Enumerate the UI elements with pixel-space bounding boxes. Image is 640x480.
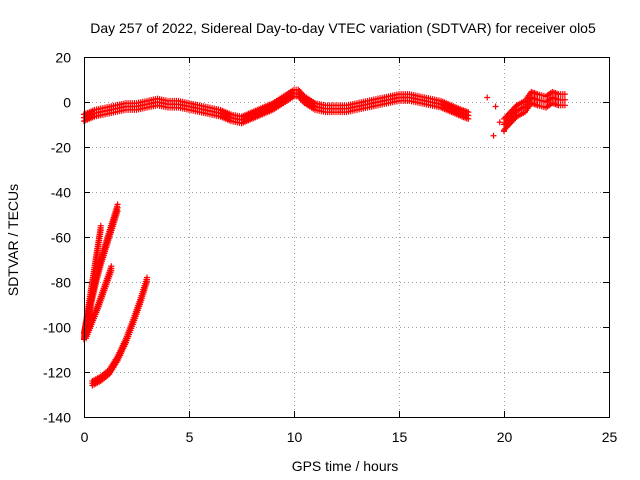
- y-tick-label: -80: [51, 275, 71, 291]
- data-point: [300, 92, 307, 99]
- data-point: [484, 94, 491, 101]
- data-point: [144, 274, 150, 281]
- data-point: [561, 102, 568, 109]
- data-point: [492, 103, 499, 110]
- x-tick-label: 10: [287, 429, 303, 445]
- x-tick-label: 25: [602, 429, 618, 445]
- data-points: [81, 86, 568, 389]
- data-point: [465, 109, 472, 116]
- x-tick-label: 5: [186, 429, 194, 445]
- data-point: [501, 128, 507, 135]
- y-tick-label: -140: [43, 410, 71, 426]
- data-point: [496, 119, 503, 126]
- y-tick-label: -40: [51, 185, 71, 201]
- x-tick-label: 0: [81, 429, 89, 445]
- data-point: [561, 91, 568, 98]
- y-tick-label: 0: [63, 95, 71, 111]
- y-tick-label: -120: [43, 365, 71, 381]
- y-tick-label: -100: [43, 320, 71, 336]
- data-point: [561, 96, 568, 103]
- y-tick-label: 20: [55, 50, 71, 66]
- y-axis-label: SDTVAR / TECUs: [5, 184, 21, 296]
- data-point: [97, 222, 104, 229]
- plot-frame: [84, 57, 610, 418]
- data-point: [108, 263, 115, 270]
- y-tick-label: -60: [51, 230, 71, 246]
- tick-labels: 0 5 10 15 20 25 20 0 -20 -40 -60 -80 -100 -120 -140: [43, 50, 618, 446]
- x-tick-label: 15: [392, 429, 408, 445]
- y-tick-label: -20: [51, 140, 71, 156]
- x-axis-label: GPS time / hours: [292, 458, 399, 474]
- x-tick-label: 20: [497, 429, 513, 445]
- data-point: [490, 132, 497, 139]
- chart-title: Day 257 of 2022, Sidereal Day-to-day VTE…: [90, 20, 596, 36]
- data-point: [114, 201, 121, 208]
